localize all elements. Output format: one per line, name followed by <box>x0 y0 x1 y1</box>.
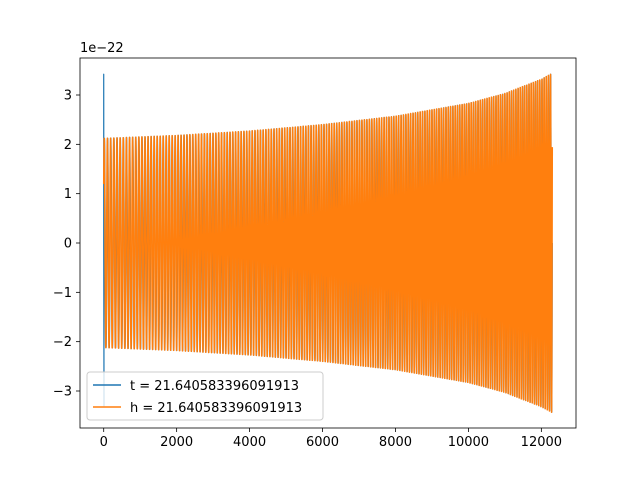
x-axis: 0 2000 4000 6000 8000 10000 12000 <box>100 428 562 450</box>
legend: t = 21.640583396091913 h = 21.6405833960… <box>86 371 324 421</box>
y-tick-label: 2 <box>64 138 72 153</box>
legend-box <box>86 371 324 421</box>
legend-label-h: h = 21.640583396091913 <box>130 401 302 416</box>
y-tick-label: 1 <box>64 187 72 202</box>
y-tick-label: −1 <box>53 286 72 301</box>
legend-label-t: t = 21.640583396091913 <box>130 379 299 394</box>
x-tick-label: 6000 <box>306 435 339 450</box>
x-tick-label: 0 <box>100 435 108 450</box>
series-layer <box>102 73 554 413</box>
y-axis: −3 −2 −1 0 1 2 3 <box>53 89 80 400</box>
x-tick-label: 8000 <box>379 435 412 450</box>
x-tick-label: 12000 <box>521 435 562 450</box>
y-offset-label: 1e−22 <box>80 41 124 56</box>
series-line-h <box>102 73 554 413</box>
y-tick-label: 0 <box>64 237 72 252</box>
y-tick-label: −2 <box>53 335 72 350</box>
y-tick-label: −3 <box>53 385 72 400</box>
x-tick-label: 10000 <box>448 435 489 450</box>
y-tick-label: 3 <box>64 89 72 104</box>
x-tick-label: 2000 <box>160 435 193 450</box>
x-tick-label: 4000 <box>233 435 266 450</box>
